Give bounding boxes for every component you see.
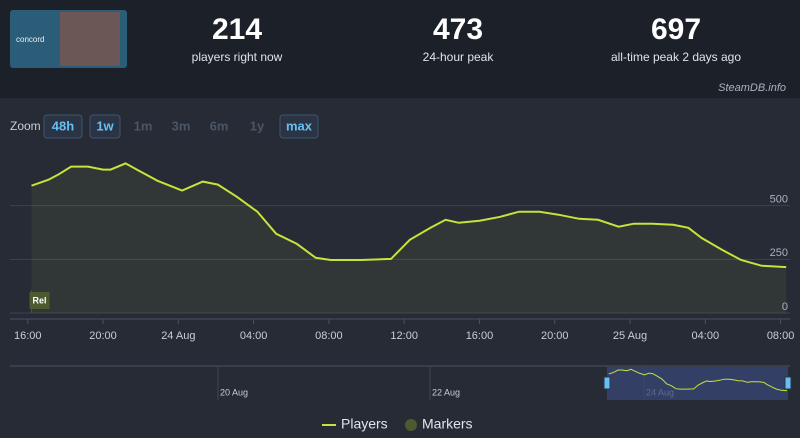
x-tick-label: 08:00 [315, 330, 343, 342]
stat-label: players right now [192, 50, 283, 64]
zoom-button-label[interactable]: 1w [96, 118, 114, 133]
navigator-selection[interactable] [607, 367, 788, 400]
y-tick-label: 500 [770, 194, 788, 206]
zoom-button-label[interactable]: 3m [172, 118, 191, 133]
players-line [31, 162, 787, 269]
game-art [60, 12, 120, 66]
source: SteamDB.info [718, 82, 786, 94]
zoom-button[interactable] [89, 114, 121, 139]
navigator-handle[interactable] [784, 376, 792, 390]
legend-label[interactable]: Players [341, 416, 388, 432]
navigator-label: 22 Aug [432, 387, 460, 397]
x-tick-label: 24 Aug [161, 330, 195, 342]
marker-label: Rel [33, 295, 47, 305]
stat-value: 697 [651, 13, 701, 46]
stat-value: 473 [433, 13, 483, 46]
logo: concord [16, 35, 44, 44]
stat-label: 24-hour peak [423, 50, 495, 64]
navigator-line [608, 368, 788, 392]
marker-flag [29, 292, 50, 309]
x-tick-label: 20:00 [541, 330, 569, 342]
zoom-button-label[interactable]: 1y [250, 118, 265, 133]
zoom-button[interactable] [43, 114, 83, 139]
navigator-label: 20 Aug [220, 387, 248, 397]
x-tick-label: 12:00 [390, 330, 418, 342]
stat-label: all-time peak 2 days ago [611, 50, 741, 64]
zoom-button-label[interactable]: 6m [210, 118, 229, 133]
legend-label[interactable]: Markers [422, 416, 473, 432]
zoom-label: Zoom [10, 119, 41, 133]
zoom-button[interactable] [279, 114, 319, 139]
y-tick-label: 0 [782, 301, 788, 313]
navigator-handle[interactable] [603, 376, 611, 390]
zoom-button-label[interactable]: 48h [52, 118, 74, 133]
y-tick-label: 250 [770, 247, 788, 259]
x-tick-label: 20:00 [89, 330, 117, 342]
legend-marker[interactable] [405, 419, 417, 431]
x-tick-label: 04:00 [692, 330, 720, 342]
x-tick-label: 16:00 [466, 330, 494, 342]
x-tick-label: 25 Aug [613, 330, 647, 342]
x-tick-label: 08:00 [767, 330, 795, 342]
players-area [31, 163, 787, 313]
x-tick-label: 16:00 [14, 330, 42, 342]
zoom-button-label[interactable]: 1m [134, 118, 153, 133]
zoom-button-label[interactable]: max [286, 118, 313, 133]
header-bg [0, 0, 800, 98]
stat-value: 214 [212, 13, 262, 46]
x-tick-label: 04:00 [240, 330, 268, 342]
